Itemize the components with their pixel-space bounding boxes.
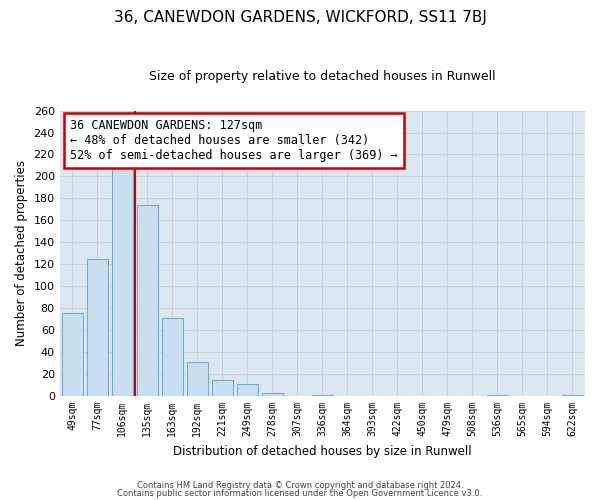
X-axis label: Distribution of detached houses by size in Runwell: Distribution of detached houses by size … [173, 444, 472, 458]
Text: Contains public sector information licensed under the Open Government Licence v3: Contains public sector information licen… [118, 488, 482, 498]
Bar [312, 395, 333, 396]
Y-axis label: Number of detached properties: Number of detached properties [15, 160, 28, 346]
Title: Size of property relative to detached houses in Runwell: Size of property relative to detached ho… [149, 70, 496, 83]
Bar [187, 362, 208, 396]
Bar [112, 168, 133, 396]
Bar [161, 318, 183, 396]
Text: 36 CANEWDON GARDENS: 127sqm
← 48% of detached houses are smaller (342)
52% of se: 36 CANEWDON GARDENS: 127sqm ← 48% of det… [70, 119, 398, 162]
Bar [86, 259, 108, 396]
Bar [262, 393, 283, 396]
Text: Contains HM Land Registry data © Crown copyright and database right 2024.: Contains HM Land Registry data © Crown c… [137, 481, 463, 490]
Bar [212, 380, 233, 396]
Bar [236, 384, 258, 396]
Bar [487, 395, 508, 396]
Text: 36, CANEWDON GARDENS, WICKFORD, SS11 7BJ: 36, CANEWDON GARDENS, WICKFORD, SS11 7BJ [113, 10, 487, 25]
Bar [62, 312, 83, 396]
Bar [562, 395, 583, 396]
Bar [137, 205, 158, 396]
